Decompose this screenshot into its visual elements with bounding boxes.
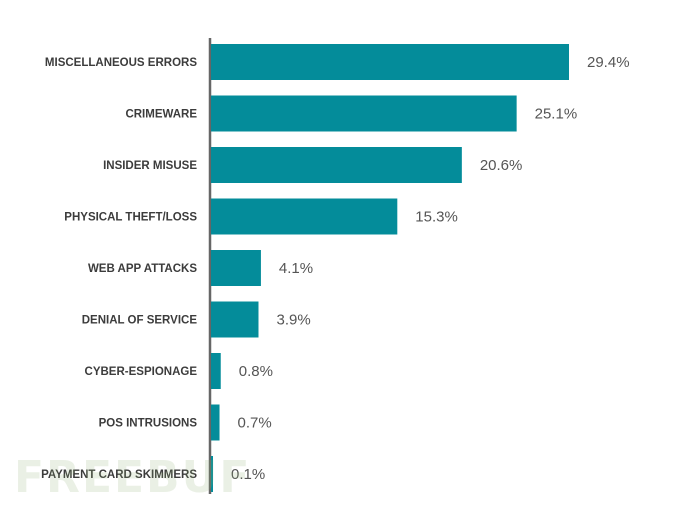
value-label-5: 3.9% xyxy=(276,312,310,329)
bar-5 xyxy=(211,301,259,338)
category-label-0: MISCELLANEOUS ERRORS xyxy=(45,57,197,69)
bars-group xyxy=(211,44,569,492)
value-label-2: 20.6% xyxy=(480,157,523,174)
category-label-7: POS INTRUSIONS xyxy=(99,418,198,430)
value-label-7: 0.7% xyxy=(238,415,272,432)
category-label-6: CYBER-ESPIONAGE xyxy=(85,366,198,378)
category-label-2: INSIDER MISUSE xyxy=(103,160,197,172)
category-label-3: PHYSICAL THEFT/LOSS xyxy=(64,212,197,224)
value-label-1: 25.1% xyxy=(535,106,578,123)
value-labels-group: 29.4% 25.1% 20.6% 15.3% 4.1% 3.9% 0.8% 0.7% 0.1% xyxy=(231,54,630,483)
category-label-1: CRIMEWARE xyxy=(125,109,197,121)
bar-2 xyxy=(211,147,462,183)
bar-6 xyxy=(211,353,221,389)
value-label-6: 0.8% xyxy=(239,363,273,380)
category-label-4: WEB APP ATTACKS xyxy=(88,263,197,275)
bar-4 xyxy=(211,250,261,286)
bar-0 xyxy=(211,44,569,80)
bar-8 xyxy=(211,456,213,492)
category-labels-group: MISCELLANEOUS ERRORS CRIMEWARE INSIDER MIS… xyxy=(41,57,197,481)
value-label-4: 4.1% xyxy=(279,260,313,277)
value-label-3: 15.3% xyxy=(415,209,458,226)
value-label-8: 0.1% xyxy=(231,466,265,483)
category-label-5: DENIAL OF SERVICE xyxy=(82,315,198,327)
bar-3 xyxy=(211,198,398,235)
value-label-0: 29.4% xyxy=(587,54,630,71)
bar-1 xyxy=(211,95,517,132)
bar-7 xyxy=(211,404,220,441)
category-label-8: PAYMENT CARD SKIMMERS xyxy=(41,469,197,481)
